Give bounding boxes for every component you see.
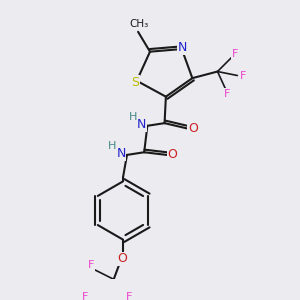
Text: N: N: [137, 118, 146, 131]
Text: F: F: [126, 292, 132, 300]
Text: O: O: [168, 148, 177, 161]
Text: O: O: [188, 122, 198, 135]
Text: H: H: [129, 112, 137, 122]
Text: H: H: [108, 141, 117, 152]
Text: F: F: [232, 49, 238, 59]
Text: CH₃: CH₃: [130, 20, 149, 29]
Text: F: F: [82, 292, 88, 300]
Text: F: F: [239, 70, 246, 80]
Text: N: N: [116, 147, 126, 160]
Text: S: S: [131, 76, 140, 88]
Text: N: N: [178, 41, 187, 54]
Text: O: O: [118, 252, 128, 266]
Text: F: F: [224, 88, 230, 98]
Text: F: F: [88, 260, 94, 270]
